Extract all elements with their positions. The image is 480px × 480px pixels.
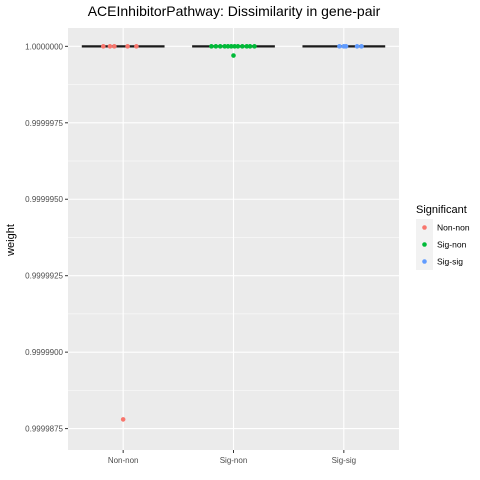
point-sig-non — [232, 44, 237, 49]
y-tick-label: 0.9999950 — [25, 195, 63, 204]
point-non-non — [120, 417, 126, 422]
point-sig-non — [252, 44, 257, 49]
point-sig-sig — [337, 44, 342, 49]
point-sig-non — [240, 44, 245, 49]
legend-swatch-sig-sig — [422, 259, 427, 264]
y-axis: 0.9999875 0.9999900 0.9999925 0.9999950 0.99… — [25, 42, 68, 434]
point-sig-non — [213, 44, 219, 49]
legend-swatch-sig-non — [422, 242, 427, 247]
y-tick-label: 0.9999900 — [25, 348, 63, 357]
point-non-non — [101, 44, 106, 49]
x-axis: Non-non Sig-non Sig-sig — [108, 450, 356, 465]
legend-label-non-non: Non-non — [437, 223, 470, 233]
point-sig-non — [209, 44, 214, 49]
point-sig-non — [222, 44, 227, 49]
legend-swatch-non-non — [422, 225, 427, 230]
legend-label-sig-non: Sig-non — [437, 240, 467, 250]
point-sig-non — [247, 44, 253, 49]
point-sig-non — [228, 44, 234, 49]
y-axis-title: weight — [5, 224, 17, 257]
point-non-non — [134, 44, 139, 49]
point-sig-non — [244, 44, 250, 49]
point-non-non — [107, 44, 113, 49]
y-tick-label: 0.9999975 — [25, 119, 63, 128]
legend-label-sig-sig: Sig-sig — [437, 257, 463, 267]
point-sig-non — [217, 44, 223, 49]
point-sig-non — [225, 44, 231, 49]
point-sig-non — [231, 53, 236, 58]
point-sig-sig — [354, 44, 360, 49]
chart-title: ACEInhibitorPathway: Dissimilarity in ge… — [88, 3, 381, 19]
y-tick-label: 1.0000000 — [25, 42, 63, 51]
point-non-non — [112, 44, 117, 49]
point-sig-non — [235, 44, 241, 49]
data-points — [101, 44, 364, 422]
x-tick-label: Sig-sig — [332, 456, 356, 465]
point-sig-sig — [359, 44, 364, 49]
y-tick-label: 0.9999875 — [25, 425, 63, 434]
legend: Significant Non-non Sig-non Sig-sig — [416, 204, 470, 270]
point-sig-sig — [343, 44, 349, 49]
point-non-non — [125, 44, 130, 49]
legend-title: Significant — [416, 204, 467, 216]
y-tick-label: 0.9999925 — [25, 272, 63, 281]
x-tick-label: Non-non — [108, 456, 139, 465]
x-tick-label: Sig-non — [220, 456, 248, 465]
